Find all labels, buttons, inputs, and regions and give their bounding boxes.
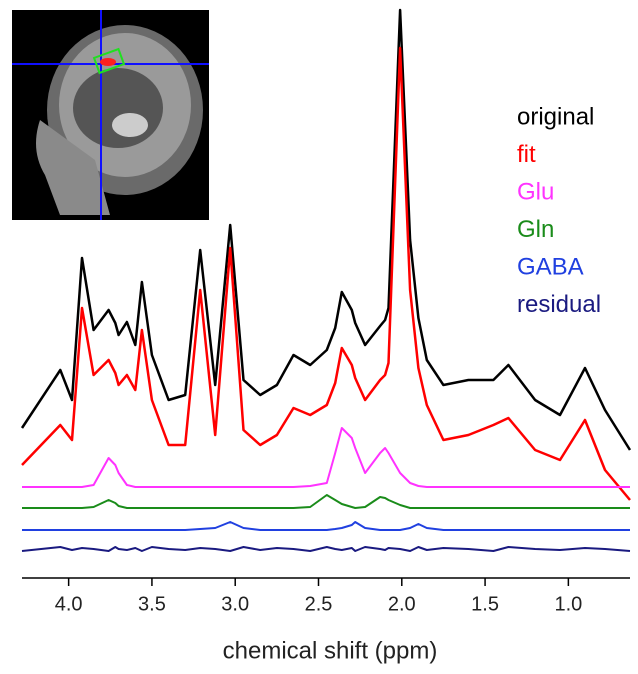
legend-label: GABA xyxy=(517,253,584,280)
spectrum-line xyxy=(21,546,631,552)
legend-label: Gln xyxy=(517,216,554,243)
x-tick-label: 1.5 xyxy=(471,593,499,615)
legend-label: fit xyxy=(517,141,536,168)
spectrum-line xyxy=(22,494,630,509)
x-tick-label: 2.5 xyxy=(305,593,333,615)
x-tick-label: 2.0 xyxy=(388,593,416,615)
x-tick-label: 3.0 xyxy=(221,593,249,615)
legend-label: residual xyxy=(517,291,601,318)
x-tick-label: 3.5 xyxy=(138,593,166,615)
spectrum-line xyxy=(20,8,632,451)
x-axis-title: chemical shift (ppm) xyxy=(223,637,438,664)
spectrum-line xyxy=(22,427,630,488)
legend-label: Glu xyxy=(517,178,554,205)
spectrum-line xyxy=(22,521,630,531)
legend-label: original xyxy=(517,103,594,130)
x-tick-label: 4.0 xyxy=(55,593,83,615)
mri-inset xyxy=(12,10,209,220)
x-tick-label: 1.0 xyxy=(554,593,582,615)
spectrum-line xyxy=(21,46,631,501)
